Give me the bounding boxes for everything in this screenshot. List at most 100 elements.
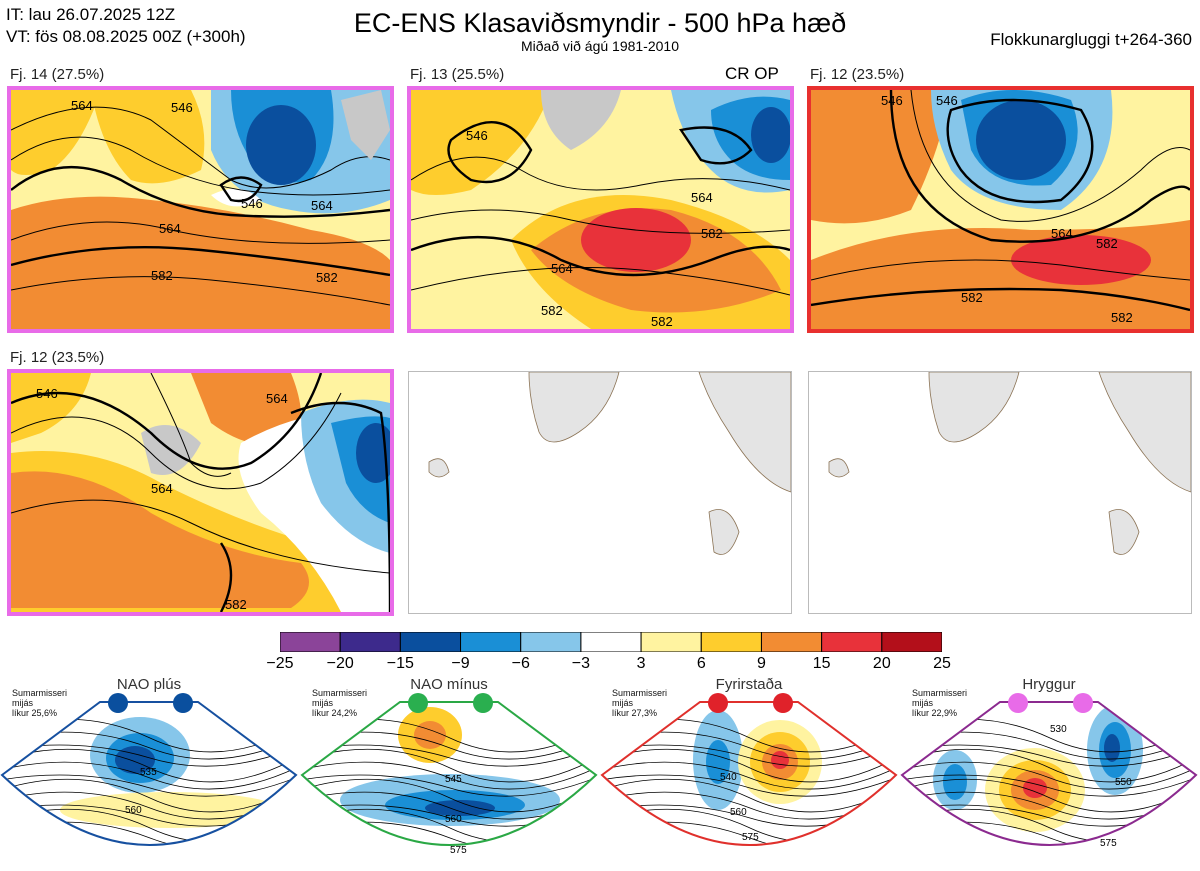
colorbar-segment (339, 632, 401, 652)
regime-contour-label: 540 (720, 772, 737, 783)
regime-contour-label: 560 (125, 805, 142, 816)
colorbar-tick-label: 15 (812, 655, 831, 672)
regime-contour-label: 560 (445, 814, 462, 825)
panel-1-label: Fj. 14 (27.5%) (10, 66, 105, 83)
panel-1-contour-label: 564 (311, 198, 333, 213)
regime-dot (1073, 693, 1093, 713)
page-subtitle: Miðað við ágú 1981-2010 (520, 38, 679, 54)
anomaly-shading (115, 746, 155, 774)
height-contour (2, 778, 296, 813)
height-contour (302, 778, 596, 813)
regime-title: NAO mínus (410, 676, 488, 693)
regime-info-line: Sumarmisseri (12, 688, 68, 698)
cluster-map-2: 546 564 582 564 582 582 (411, 90, 790, 329)
panel-1-contour-label: 546 (171, 100, 193, 115)
height-contour (302, 774, 596, 797)
regime-info-line: líkur 27,3% (612, 708, 658, 718)
regime-info-line: líkur 25,6% (12, 708, 58, 718)
panel-2-operational-marker: CR OP (725, 64, 779, 83)
regime-info-line: mijás (312, 698, 334, 708)
regime-info: Sumarmisseri mijás líkur 22,9% (912, 688, 967, 718)
regime-info-line: Sumarmisseri (312, 688, 368, 698)
regime-info-line: mijás (612, 698, 634, 708)
regime-dot (1008, 693, 1028, 713)
panel-3-contour-label: 582 (1111, 310, 1133, 325)
colorbar-segment (399, 632, 462, 652)
panel-3-contour-label: 582 (1096, 236, 1118, 251)
panel-1-contour-label: 564 (159, 221, 181, 236)
panel-2-label: Fj. 13 (25.5%) (410, 66, 505, 83)
height-contour (602, 778, 896, 813)
regime-info-line: líkur 24,2% (312, 708, 358, 718)
regime-dot (173, 693, 193, 713)
cluster-panel-3[interactable]: 546 546 564 582 582 582 (807, 86, 1194, 333)
height-contour (2, 748, 296, 783)
height-contour (902, 761, 1196, 790)
panel-2-contour-label: 582 (541, 303, 563, 318)
panel-3-label: Fj. 12 (23.5%) (810, 66, 905, 83)
regime-info-line: líkur 22,9% (912, 708, 958, 718)
cluster-map-1: 564 546 546 564 564 582 582 (11, 90, 390, 329)
regime-map: 530 550 575 (900, 701, 1198, 849)
panel-4-contour-label: 564 (151, 481, 173, 496)
regime-title: Hryggur (1022, 676, 1076, 693)
colorbar-tick-label: 25 (933, 655, 951, 672)
height-contour (2, 761, 296, 790)
height-contour (2, 744, 296, 767)
colorbar-tick-label: −20 (326, 655, 354, 672)
regime-contour-label: 530 (1050, 724, 1067, 735)
height-contour (902, 748, 1196, 783)
panel-2-contour-label: 582 (701, 226, 723, 241)
colorbar-tick-label: −25 (266, 655, 294, 672)
valid-time: VT: fös 08.08.2025 00Z (+300h) (6, 27, 246, 46)
colorbar-segment (280, 632, 341, 652)
colorbar-tick-label: 9 (757, 655, 766, 672)
regime-contour-label: 575 (1100, 838, 1117, 849)
panel-1-contour-label: 546 (241, 196, 263, 211)
height-contour (602, 744, 896, 767)
cluster-panel-2[interactable]: 546 564 582 564 582 582 (407, 86, 794, 333)
panel-1-contour-label: 582 (151, 268, 173, 283)
page-title: EC-ENS Klasaviðsmyndir - 500 hPa hæð (353, 8, 847, 38)
colorbar-segment (520, 632, 582, 652)
cluster-panel-4[interactable]: 546 564 564 582 (7, 369, 394, 616)
regime-info: Sumarmisseri mijás líkur 27,3% (612, 688, 667, 718)
panel-4-label: Fj. 12 (23.5%) (10, 349, 105, 366)
panel-1-contour-label: 564 (71, 98, 93, 113)
colorbar-segment (700, 632, 762, 652)
regime-sector-outline (300, 701, 598, 846)
panel-1-contour-label: 582 (316, 270, 338, 285)
colorbar-tick-label: −3 (571, 655, 591, 672)
height-contour (902, 744, 1196, 767)
height-contour (302, 761, 596, 790)
height-contour (902, 778, 1196, 813)
regime-info-line: Sumarmisseri (912, 688, 968, 698)
cluster-panel-1[interactable]: 564 546 546 564 564 582 582 (7, 86, 394, 333)
height-contour (602, 748, 896, 783)
classification-window: Flokkunargluggi t+264-360 (990, 30, 1192, 49)
height-contour (2, 774, 296, 797)
colorbar (280, 632, 942, 652)
regime-map: 540 560 575 (600, 701, 898, 846)
colorbar-tick-label: 20 (872, 655, 891, 672)
height-contour (302, 748, 596, 783)
regime-contour-label: 545 (445, 774, 462, 785)
anomaly-shading (771, 751, 789, 769)
regime-title: NAO plús (116, 676, 182, 693)
colorbar-tick-label: −15 (386, 655, 414, 672)
panel-4-contour-label: 582 (225, 597, 247, 612)
regime-dot (473, 693, 493, 713)
colorbar-tick-label: −6 (511, 655, 530, 672)
regime-contour-label: 560 (730, 807, 747, 818)
regime-dot (773, 693, 793, 713)
anomaly-shading (60, 792, 280, 828)
regime-dot (408, 693, 428, 713)
height-contour (602, 774, 896, 797)
init-time: IT: lau 26.07.2025 12Z (6, 5, 176, 24)
regime-info-line: Sumarmisseri (612, 688, 668, 698)
cluster-map-4: 546 564 564 582 (11, 373, 390, 612)
anomaly-shading (425, 800, 495, 816)
colorbar-segment (760, 632, 823, 652)
panel-2-contour-label: 564 (551, 261, 573, 276)
regime-info-line: mijás (912, 698, 934, 708)
